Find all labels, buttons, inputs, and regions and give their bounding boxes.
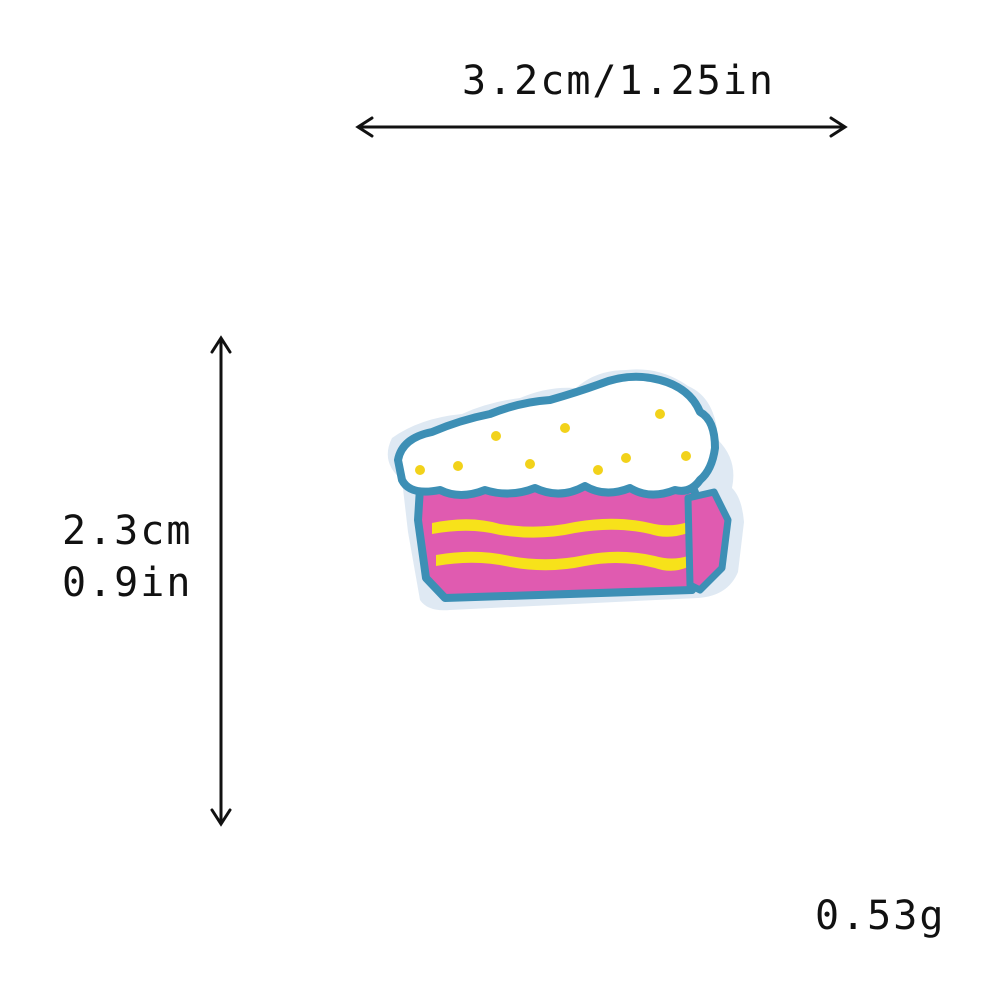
height-cm-label: 2.3cm [62, 508, 193, 554]
cake-layer-yellow [436, 551, 688, 571]
weight-label: 0.53g [815, 893, 946, 939]
cake-layer-yellow [432, 518, 688, 538]
sprinkles [415, 409, 691, 475]
width-arrow [355, 116, 848, 138]
cake-slice-patch [387, 369, 744, 611]
width-label: 3.2cm/1.25in [462, 58, 775, 104]
cake-side [684, 488, 732, 594]
height-label: 2.3cm 0.9in [62, 505, 192, 609]
height-in-label: 0.9in [62, 560, 193, 606]
height-arrow [210, 335, 232, 827]
cake-frosting [394, 372, 719, 499]
